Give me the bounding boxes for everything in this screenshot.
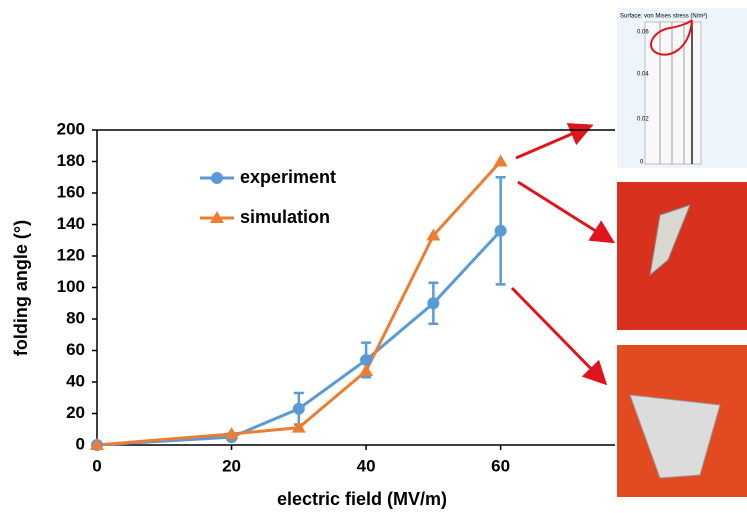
series-line: [96, 160, 502, 447]
y-tick-label: 160: [57, 182, 85, 201]
y-tick-label: 20: [66, 403, 85, 422]
inset-simulation: Surface: von Mises stress (N/m²) 0.06 0.…: [617, 8, 747, 168]
point: [224, 426, 239, 439]
series-line: [96, 229, 502, 447]
y-tick-label: 180: [57, 151, 85, 170]
legend-marker: [211, 172, 223, 184]
x-tick-label: 0: [92, 456, 101, 475]
legend-label: simulation: [240, 207, 330, 227]
inset-label: 0.04: [637, 72, 649, 78]
y-tick-label: 80: [66, 308, 85, 327]
y-tick-label: 200: [57, 119, 85, 138]
legend-label: experiment: [240, 167, 336, 187]
y-tick-label: 40: [66, 371, 85, 390]
y-tick-label: 120: [57, 245, 85, 264]
point: [359, 363, 374, 376]
y-tick-label: 100: [57, 277, 85, 296]
point: [426, 228, 441, 241]
x-tick-label: 60: [491, 456, 510, 475]
y-tick-label: 0: [76, 434, 85, 453]
y-tick-label: 140: [57, 214, 85, 233]
point: [360, 353, 373, 366]
point: [427, 297, 440, 310]
point: [292, 402, 305, 415]
point: [494, 224, 507, 237]
inset-title: Surface: von Mises stress (N/m²): [620, 14, 707, 20]
point: [90, 438, 104, 450]
arrows: [510, 123, 616, 386]
point: [291, 420, 306, 433]
inset-label: 0: [640, 160, 644, 166]
legend-marker: [210, 211, 224, 223]
inset-label: 0.02: [637, 117, 649, 123]
y-tick-label: 60: [66, 340, 85, 359]
point: [493, 154, 508, 167]
inset-photo: [617, 182, 747, 330]
x-tick-label: 40: [357, 456, 376, 475]
inset-label: 0.06: [637, 30, 649, 36]
y-axis-label: folding angle (°): [11, 220, 31, 356]
x-tick-label: 20: [222, 456, 241, 475]
x-axis-label: electric field (MV/m): [277, 489, 447, 509]
inset-photo: [617, 345, 747, 497]
